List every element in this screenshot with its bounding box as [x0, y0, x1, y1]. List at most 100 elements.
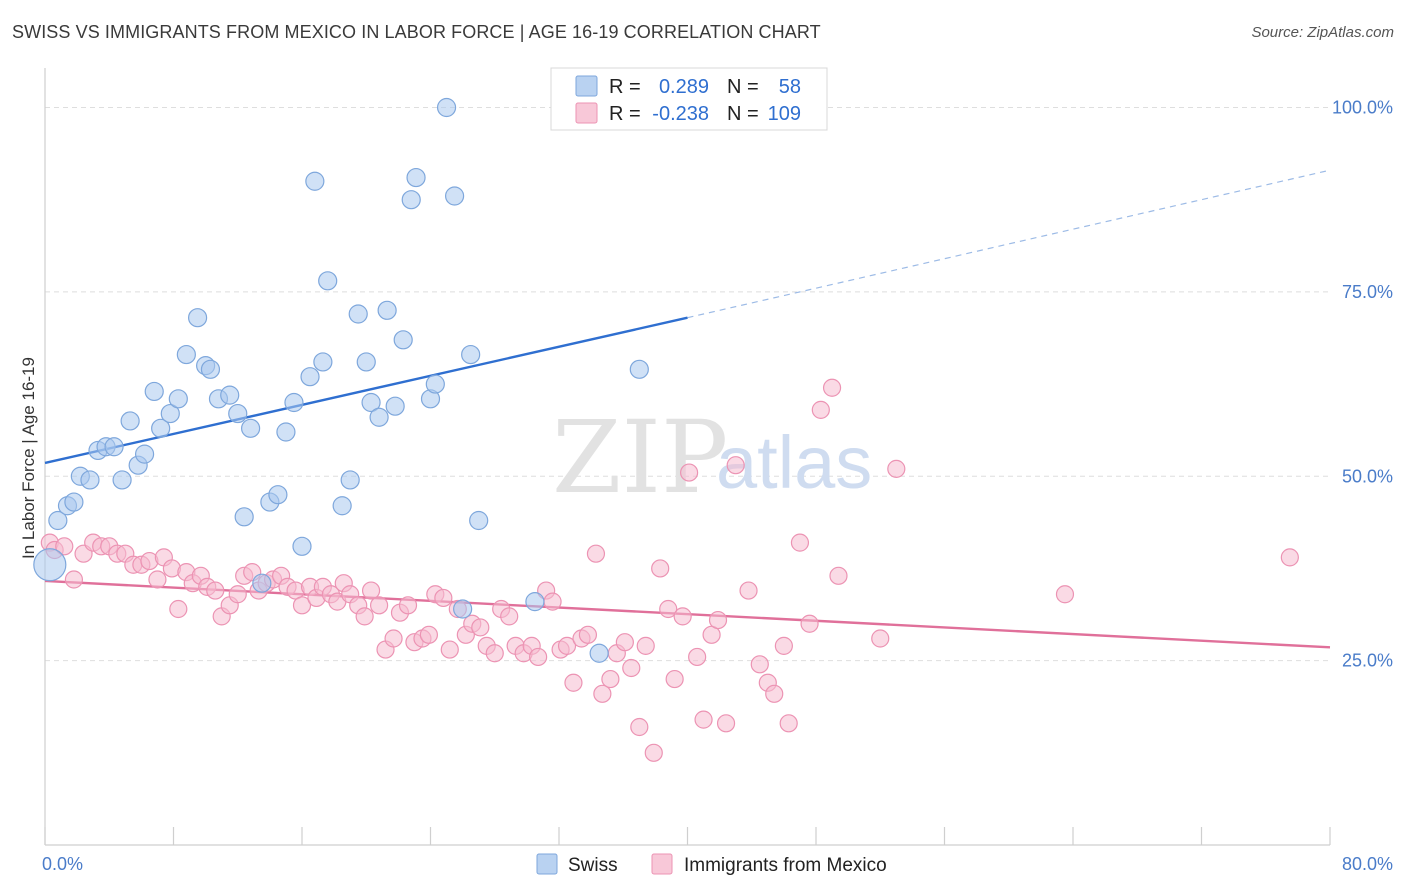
watermark-zip: ZIP — [552, 399, 728, 516]
mexico-point — [651, 559, 670, 578]
source-label: Source: ZipAtlas.com — [1251, 24, 1394, 41]
mexico-point — [739, 581, 758, 600]
mexico-point — [750, 655, 769, 674]
mexico-point — [659, 599, 678, 619]
mexico-point — [434, 588, 453, 608]
y-tick-label-1: 50.0% — [1342, 466, 1393, 486]
swiss-point — [151, 418, 171, 438]
mexico-point — [557, 636, 577, 655]
mexico-point — [688, 647, 707, 667]
swiss-point — [444, 186, 465, 206]
mexico-point — [790, 533, 810, 552]
swiss-point — [436, 97, 457, 118]
mexico-point — [419, 625, 438, 644]
swiss-point — [168, 389, 188, 409]
mexico-point — [779, 714, 798, 733]
swiss-point — [361, 392, 381, 413]
mexico-point — [887, 459, 906, 478]
mexico-point — [822, 378, 842, 397]
swiss-point — [305, 171, 325, 191]
swiss-point — [313, 352, 333, 372]
swiss-point — [332, 496, 352, 516]
mexico-point — [765, 684, 784, 703]
mexico-point — [680, 463, 699, 482]
bottom-legend-swatch-mexico — [651, 853, 673, 875]
swiss-trend-extension — [687, 169, 1331, 319]
legend-n-swiss: 58 — [779, 76, 801, 98]
swiss-point — [134, 444, 155, 464]
y-axis-label: In Labor Force | Age 16-19 — [19, 357, 38, 559]
mexico-point — [529, 647, 548, 667]
x-tick-label-1: 80.0% — [1342, 854, 1393, 874]
legend-r-label-mexico: R = — [609, 103, 641, 125]
mexico-point — [1280, 548, 1299, 567]
mexico-point — [593, 684, 612, 703]
mexico-point — [811, 400, 830, 419]
swiss-point — [252, 573, 272, 593]
mexico-point — [774, 636, 793, 655]
swiss-point — [64, 492, 84, 512]
swiss-trend-line — [44, 316, 688, 465]
swiss-point — [80, 470, 100, 490]
mexico-point — [716, 714, 736, 733]
mexico-point — [665, 669, 684, 689]
swiss-point — [284, 392, 304, 413]
legend-n-label-mexico: N = — [727, 103, 759, 125]
mexico-point — [630, 717, 649, 737]
mexico-point — [206, 581, 225, 600]
swiss-point — [120, 411, 140, 431]
swiss-point — [525, 592, 545, 612]
swiss-point — [112, 470, 132, 490]
mexico-point — [708, 610, 728, 630]
mexico-point — [169, 599, 188, 619]
swiss-point — [144, 381, 164, 402]
swiss-point — [348, 304, 368, 324]
swiss-point — [340, 470, 360, 490]
legend-r-mexico: -0.238 — [652, 103, 709, 125]
swiss-point — [268, 485, 288, 505]
mexico-points — [40, 378, 1299, 762]
legend-r-swiss: 0.289 — [659, 76, 709, 98]
y-tick-labels: 25.0% 50.0% 75.0% 100.0% — [1332, 98, 1393, 671]
legend-swatch-mexico — [575, 102, 598, 124]
chart-title: SWISS VS IMMIGRANTS FROM MEXICO IN LABOR… — [12, 22, 821, 42]
mexico-point — [564, 673, 583, 692]
mexico-point — [228, 585, 247, 604]
swiss-point — [318, 271, 338, 291]
swiss-point — [292, 536, 312, 556]
mexico-point — [694, 710, 713, 729]
swiss-points — [33, 97, 649, 663]
mexico-point — [292, 596, 312, 615]
mexico-point — [370, 596, 389, 615]
mexico-point — [578, 625, 598, 644]
mexico-point — [440, 640, 459, 659]
swiss-point — [461, 344, 481, 365]
swiss-point — [369, 407, 389, 427]
mexico-point — [355, 607, 374, 626]
swiss-point — [33, 548, 67, 582]
mexico-point — [586, 544, 606, 563]
swiss-point — [425, 374, 445, 394]
mexico-point — [543, 592, 562, 611]
swiss-point — [629, 359, 649, 379]
mexico-point — [64, 570, 84, 589]
swiss-point — [401, 190, 421, 210]
y-tick-label-3: 100.0% — [1332, 98, 1393, 118]
legend-swatch-swiss — [575, 75, 598, 97]
swiss-point — [469, 510, 489, 531]
swiss-point — [228, 403, 248, 424]
swiss-point — [393, 330, 413, 350]
bottom-legend-swatch-swiss — [536, 853, 558, 875]
swiss-point — [220, 385, 240, 405]
swiss-point — [377, 300, 397, 320]
bottom-legend-swiss: Swiss — [568, 855, 618, 876]
bottom-legend-mexico: Immigrants from Mexico — [684, 855, 887, 876]
mexico-point — [55, 537, 74, 556]
swiss-point — [356, 352, 376, 372]
mexico-point — [636, 636, 655, 655]
legend-n-mexico: 109 — [768, 103, 801, 125]
axes — [44, 68, 1331, 846]
x-tick-label-0: 0.0% — [42, 854, 83, 874]
mexico-point — [829, 566, 848, 585]
